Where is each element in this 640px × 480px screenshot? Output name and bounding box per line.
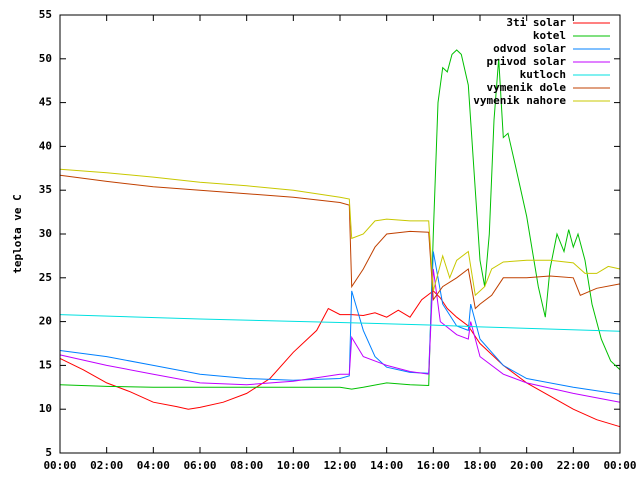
x-tick-label: 10:00	[277, 459, 310, 472]
x-tick-label: 20:00	[510, 459, 543, 472]
y-tick-label: 5	[45, 446, 52, 459]
y-tick-label: 45	[39, 96, 52, 109]
plot-border	[59, 14, 621, 454]
y-tick-label: 25	[39, 271, 52, 284]
legend-label: privod solar	[487, 55, 567, 68]
x-tick-label: 04:00	[137, 459, 170, 472]
series-line	[59, 174, 621, 310]
x-tick-label: 16:00	[417, 459, 450, 472]
y-tick-label: 35	[39, 183, 52, 196]
legend-label: odvod solar	[493, 42, 566, 55]
y-tick-label: 40	[39, 139, 52, 152]
series-line	[59, 290, 621, 428]
series-line	[59, 314, 621, 332]
y-tick-label: 10	[39, 402, 52, 415]
legend-label: vymenik nahore	[473, 94, 566, 107]
x-tick-label: 00:00	[603, 459, 636, 472]
series-line	[59, 49, 621, 390]
y-axis-label: teplota ve C	[11, 194, 24, 273]
x-tick-label: 18:00	[463, 459, 496, 472]
y-tick-label: 30	[39, 227, 52, 240]
x-tick-label: 12:00	[323, 459, 356, 472]
x-tick-label: 06:00	[183, 459, 216, 472]
x-tick-label: 00:00	[43, 459, 76, 472]
series-line	[59, 251, 621, 395]
y-tick-label: 20	[39, 315, 52, 328]
legend-label: kotel	[533, 29, 566, 42]
y-tick-label: 50	[39, 52, 52, 65]
series-line	[59, 168, 621, 297]
x-tick-label: 08:00	[230, 459, 263, 472]
series-line	[59, 268, 621, 403]
x-tick-label: 22:00	[557, 459, 590, 472]
legend-label: kutloch	[520, 68, 566, 81]
legend-label: 3ti solar	[506, 16, 566, 29]
y-tick-label: 15	[39, 358, 52, 371]
y-tick-label: 55	[39, 8, 52, 21]
x-tick-label: 02:00	[90, 459, 123, 472]
legend-label: vymenik dole	[487, 81, 567, 94]
x-tick-label: 14:00	[370, 459, 403, 472]
